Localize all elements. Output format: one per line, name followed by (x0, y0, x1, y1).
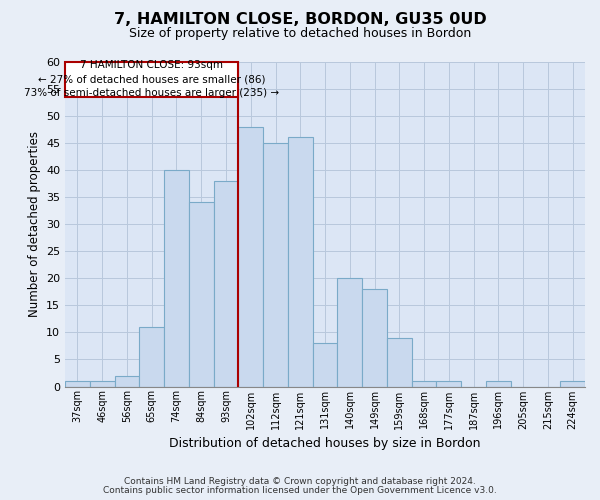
Text: 7 HAMILTON CLOSE: 93sqm
← 27% of detached houses are smaller (86)
73% of semi-de: 7 HAMILTON CLOSE: 93sqm ← 27% of detache… (24, 60, 279, 98)
Text: Contains HM Land Registry data © Crown copyright and database right 2024.: Contains HM Land Registry data © Crown c… (124, 477, 476, 486)
Bar (189, 202, 214, 386)
X-axis label: Distribution of detached houses by size in Bordon: Distribution of detached houses by size … (169, 437, 481, 450)
Bar (164, 170, 189, 386)
Text: Contains public sector information licensed under the Open Government Licence v3: Contains public sector information licen… (103, 486, 497, 495)
Bar (288, 138, 313, 386)
Text: 7, HAMILTON CLOSE, BORDON, GU35 0UD: 7, HAMILTON CLOSE, BORDON, GU35 0UD (113, 12, 487, 28)
Bar (139, 327, 164, 386)
Bar (337, 278, 362, 386)
Bar (313, 343, 337, 386)
Bar (115, 376, 139, 386)
Bar (90, 381, 115, 386)
Bar (436, 381, 461, 386)
Bar (238, 126, 263, 386)
Bar (362, 289, 387, 386)
Bar (486, 381, 511, 386)
Text: Size of property relative to detached houses in Bordon: Size of property relative to detached ho… (129, 28, 471, 40)
Y-axis label: Number of detached properties: Number of detached properties (28, 131, 41, 317)
Bar (65, 62, 238, 96)
Bar (263, 143, 288, 386)
Bar (214, 180, 238, 386)
Bar (412, 381, 436, 386)
Bar (65, 381, 90, 386)
Bar (387, 338, 412, 386)
Bar (560, 381, 585, 386)
